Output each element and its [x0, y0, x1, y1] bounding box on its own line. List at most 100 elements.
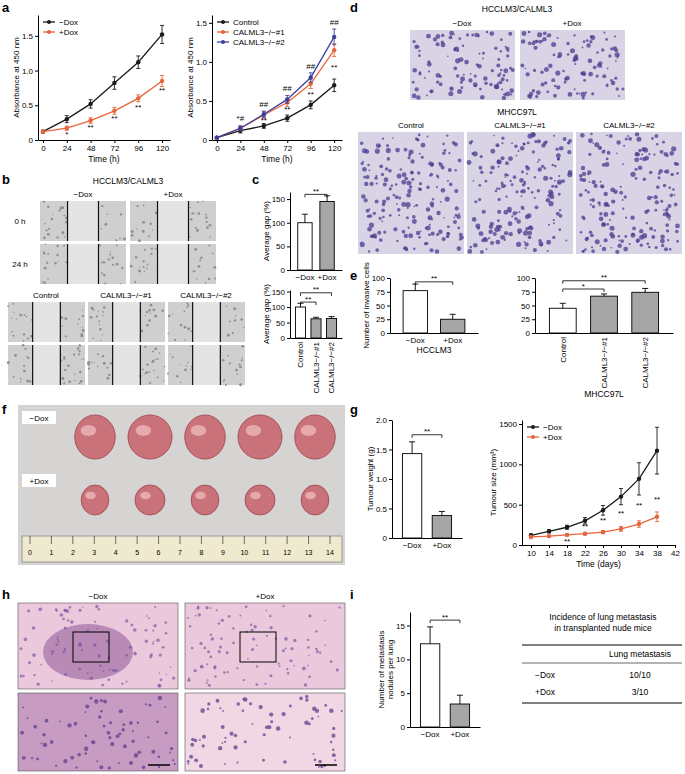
texture	[172, 759, 174, 761]
texture	[367, 215, 370, 218]
texture	[409, 185, 413, 189]
marker	[619, 527, 623, 531]
tick: 5	[401, 689, 410, 698]
texture	[426, 207, 430, 211]
texture	[196, 229, 199, 232]
tick: −Dox	[295, 273, 314, 282]
texture	[376, 182, 378, 184]
texture	[146, 363, 148, 365]
texture	[511, 215, 513, 217]
texture	[38, 607, 42, 611]
texture	[90, 316, 93, 319]
texture	[86, 672, 88, 674]
series-line	[217, 37, 334, 138]
tick-label: 100	[272, 303, 286, 312]
texture	[466, 33, 469, 36]
texture	[381, 220, 383, 222]
texture	[82, 606, 83, 607]
texture	[497, 82, 499, 84]
marker	[285, 116, 289, 120]
tick-mark	[387, 306, 390, 307]
texture	[251, 723, 253, 725]
texture	[526, 166, 530, 170]
texture	[308, 676, 311, 679]
texture	[312, 753, 314, 755]
texture	[208, 224, 210, 226]
texture	[318, 760, 321, 763]
texture	[403, 247, 406, 250]
texture	[211, 637, 214, 640]
texture	[426, 34, 431, 39]
texture	[249, 702, 252, 705]
y-axis: 00.51.01.5	[196, 16, 213, 146]
texture	[90, 672, 91, 673]
texture	[101, 684, 104, 687]
texture	[495, 240, 500, 245]
texture	[129, 721, 133, 725]
tick-mark	[519, 505, 522, 506]
texture	[289, 659, 292, 662]
tick-label: 24	[63, 144, 72, 153]
texture	[410, 159, 414, 163]
tick-mark	[387, 292, 390, 293]
texture	[75, 766, 77, 768]
texture	[234, 734, 238, 738]
texture	[664, 152, 668, 156]
wound-gap	[68, 244, 99, 284]
texture	[616, 153, 618, 155]
texture	[153, 641, 155, 643]
texture	[116, 244, 118, 246]
significance-label: **	[582, 522, 588, 531]
texture	[85, 705, 89, 709]
texture	[96, 315, 98, 317]
texture	[615, 87, 618, 90]
texture	[209, 236, 211, 238]
tick: 50	[276, 319, 290, 328]
texture	[533, 69, 536, 72]
texture	[454, 46, 459, 51]
texture	[151, 247, 153, 249]
texture	[199, 642, 202, 645]
texture	[526, 173, 528, 175]
texture	[276, 726, 280, 730]
texture	[146, 324, 148, 326]
texture	[563, 137, 567, 141]
texture	[507, 50, 509, 52]
texture	[488, 229, 493, 234]
tick-label: Control	[559, 337, 568, 363]
texture	[20, 731, 24, 735]
texture	[622, 199, 624, 201]
texture	[63, 650, 66, 653]
inset-box	[240, 632, 276, 662]
histology-image	[18, 603, 178, 689]
texture	[108, 374, 110, 376]
texture	[452, 141, 456, 145]
image-background	[40, 201, 126, 241]
tick-mark	[287, 270, 290, 271]
bar	[591, 296, 618, 333]
texture	[176, 375, 178, 377]
texture	[158, 696, 162, 700]
texture	[524, 241, 526, 243]
texture	[52, 214, 53, 215]
tick-mark	[35, 105, 38, 106]
marker	[619, 494, 623, 498]
image-label: 2	[71, 549, 75, 556]
texture	[149, 382, 151, 384]
significance-label: ##	[306, 62, 315, 71]
tumour-highlight	[250, 492, 261, 500]
texture	[554, 180, 556, 182]
texture	[600, 66, 602, 68]
texture	[414, 44, 419, 49]
texture	[496, 225, 500, 229]
texture	[392, 137, 394, 139]
texture	[134, 281, 136, 283]
significance-label: ##	[259, 100, 268, 109]
marker	[215, 135, 219, 139]
texture	[152, 643, 154, 645]
texture	[84, 747, 88, 751]
texture	[367, 164, 370, 167]
x-axis: −Dox+Dox	[393, 539, 463, 550]
texture	[91, 362, 92, 363]
tick: 0	[281, 266, 290, 275]
